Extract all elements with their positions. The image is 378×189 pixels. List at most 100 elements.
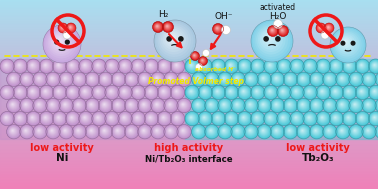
Circle shape: [136, 117, 138, 118]
Circle shape: [64, 32, 69, 37]
Circle shape: [333, 115, 338, 120]
Circle shape: [209, 103, 212, 106]
Circle shape: [30, 63, 35, 67]
Circle shape: [242, 90, 245, 93]
Circle shape: [54, 113, 64, 123]
Circle shape: [196, 103, 199, 106]
Circle shape: [338, 126, 347, 136]
Circle shape: [196, 76, 200, 81]
Bar: [0, 53, 378, 55]
Circle shape: [319, 114, 326, 122]
Circle shape: [155, 24, 160, 29]
Circle shape: [110, 116, 112, 119]
Circle shape: [227, 88, 234, 95]
Circle shape: [57, 116, 60, 119]
Circle shape: [177, 125, 191, 139]
Circle shape: [47, 99, 59, 111]
Circle shape: [279, 61, 288, 70]
Circle shape: [370, 87, 378, 97]
Circle shape: [104, 104, 105, 105]
Circle shape: [62, 101, 69, 108]
Circle shape: [65, 33, 68, 36]
Circle shape: [215, 63, 220, 68]
Circle shape: [296, 125, 311, 139]
Circle shape: [299, 127, 307, 136]
Circle shape: [322, 32, 327, 37]
Circle shape: [33, 125, 47, 139]
Circle shape: [292, 114, 301, 122]
Circle shape: [293, 88, 300, 95]
Circle shape: [256, 25, 285, 55]
Circle shape: [50, 102, 54, 107]
Circle shape: [318, 25, 323, 30]
Circle shape: [119, 86, 131, 98]
Circle shape: [118, 85, 132, 100]
Circle shape: [158, 86, 170, 98]
Circle shape: [133, 114, 142, 122]
Circle shape: [375, 98, 378, 113]
Circle shape: [61, 101, 70, 109]
Circle shape: [108, 62, 115, 69]
Circle shape: [357, 61, 367, 71]
Circle shape: [174, 63, 180, 68]
Circle shape: [112, 125, 126, 139]
Circle shape: [151, 98, 165, 113]
Circle shape: [138, 73, 151, 86]
Bar: [0, 109, 378, 110]
Circle shape: [115, 76, 121, 81]
Circle shape: [60, 25, 65, 30]
Circle shape: [327, 129, 330, 132]
Circle shape: [350, 126, 361, 136]
Circle shape: [161, 89, 167, 94]
Circle shape: [291, 60, 302, 72]
Circle shape: [352, 127, 359, 135]
Circle shape: [90, 77, 93, 80]
Circle shape: [373, 89, 377, 94]
Circle shape: [247, 75, 254, 82]
Circle shape: [327, 102, 331, 107]
Circle shape: [6, 125, 21, 139]
Circle shape: [67, 24, 74, 31]
Circle shape: [17, 115, 22, 120]
Circle shape: [215, 63, 220, 67]
Circle shape: [70, 27, 71, 28]
Bar: [0, 58, 378, 60]
Circle shape: [105, 60, 118, 73]
Circle shape: [196, 64, 202, 70]
Circle shape: [351, 127, 360, 136]
Circle shape: [346, 89, 352, 94]
Circle shape: [198, 85, 212, 100]
Circle shape: [99, 99, 111, 111]
Circle shape: [164, 98, 178, 113]
Circle shape: [247, 127, 254, 135]
Circle shape: [82, 115, 88, 121]
Circle shape: [327, 129, 331, 133]
Circle shape: [255, 90, 258, 93]
Circle shape: [165, 99, 177, 111]
Circle shape: [46, 28, 76, 59]
Circle shape: [337, 126, 349, 137]
Circle shape: [285, 100, 295, 110]
Circle shape: [291, 86, 302, 98]
Circle shape: [57, 90, 60, 93]
Circle shape: [88, 127, 95, 135]
Circle shape: [79, 86, 92, 99]
Circle shape: [336, 72, 350, 87]
Circle shape: [30, 115, 36, 121]
Circle shape: [204, 51, 208, 55]
Circle shape: [332, 62, 339, 69]
Circle shape: [45, 64, 46, 66]
Circle shape: [321, 31, 329, 39]
Circle shape: [149, 64, 152, 67]
Circle shape: [197, 65, 200, 68]
Circle shape: [172, 86, 183, 98]
Circle shape: [132, 86, 145, 99]
Circle shape: [83, 89, 87, 94]
Circle shape: [373, 115, 377, 120]
Circle shape: [139, 99, 150, 111]
Circle shape: [265, 60, 276, 72]
Circle shape: [83, 64, 86, 67]
Circle shape: [12, 130, 13, 131]
Circle shape: [195, 102, 201, 108]
Circle shape: [324, 23, 333, 32]
